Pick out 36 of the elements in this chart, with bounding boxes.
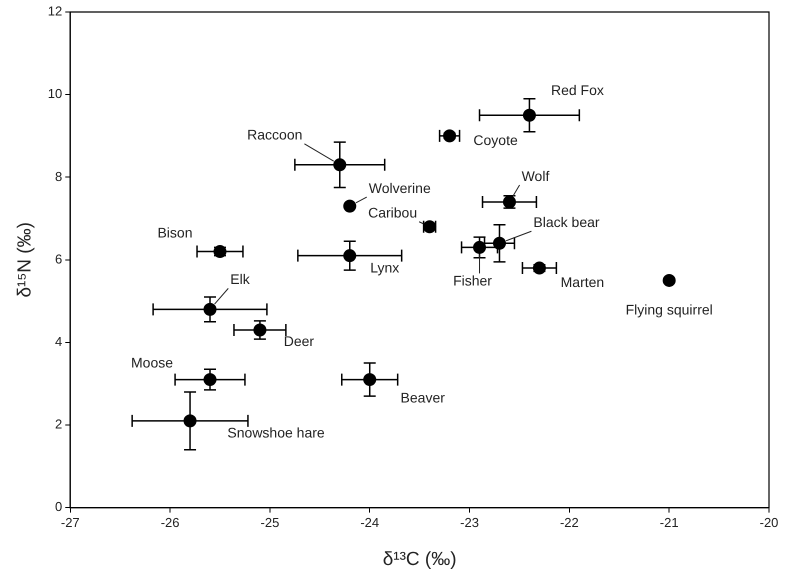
y-tick-label: 6 (55, 251, 62, 266)
point (662, 274, 676, 287)
annotation: Marten (560, 274, 604, 290)
x-axis-title: δ¹³C (‰) (382, 548, 457, 570)
annotation: Lynx (370, 260, 400, 276)
y-tick-label: 10 (48, 86, 62, 102)
x-tick-label: -26 (160, 514, 180, 530)
y-tick-label: 4 (55, 334, 62, 349)
annotation: Elk (230, 271, 251, 288)
annotation: Raccoon (247, 126, 302, 143)
annotation: Wolverine (368, 180, 431, 196)
annotation: Wolf (522, 168, 550, 184)
x-tick-label: -27 (60, 514, 80, 530)
annotation: Fisher (453, 272, 492, 288)
annotation: Snowshoe hare (227, 424, 325, 441)
annotation: Moose (130, 354, 174, 370)
y-tick-label: 2 (55, 416, 62, 432)
y-tick-label: 0 (55, 499, 62, 514)
y-tick-label: 8 (55, 168, 62, 184)
annotation: Bison (157, 224, 193, 240)
annotation: Flying squirrel (626, 301, 713, 318)
point (343, 200, 356, 213)
annotation: Caribou (368, 204, 418, 221)
x-tick-label: -23 (460, 514, 479, 530)
x-tick-label: -20 (760, 514, 778, 530)
x-tick-label: -25 (260, 514, 280, 530)
annotation: Coyote (473, 132, 518, 148)
x-tick-label: -24 (360, 514, 380, 530)
annotation: Black bear (533, 214, 600, 230)
x-tick-label: -22 (560, 514, 579, 530)
annotation: Red Fox (550, 82, 604, 98)
annotation: Deer (284, 332, 314, 349)
y-tick-label: 12 (48, 4, 62, 19)
y-axis-title: δ¹⁵N (‰) (14, 222, 36, 298)
annotation: Beaver (400, 389, 446, 406)
x-tick-label: -21 (660, 514, 679, 530)
